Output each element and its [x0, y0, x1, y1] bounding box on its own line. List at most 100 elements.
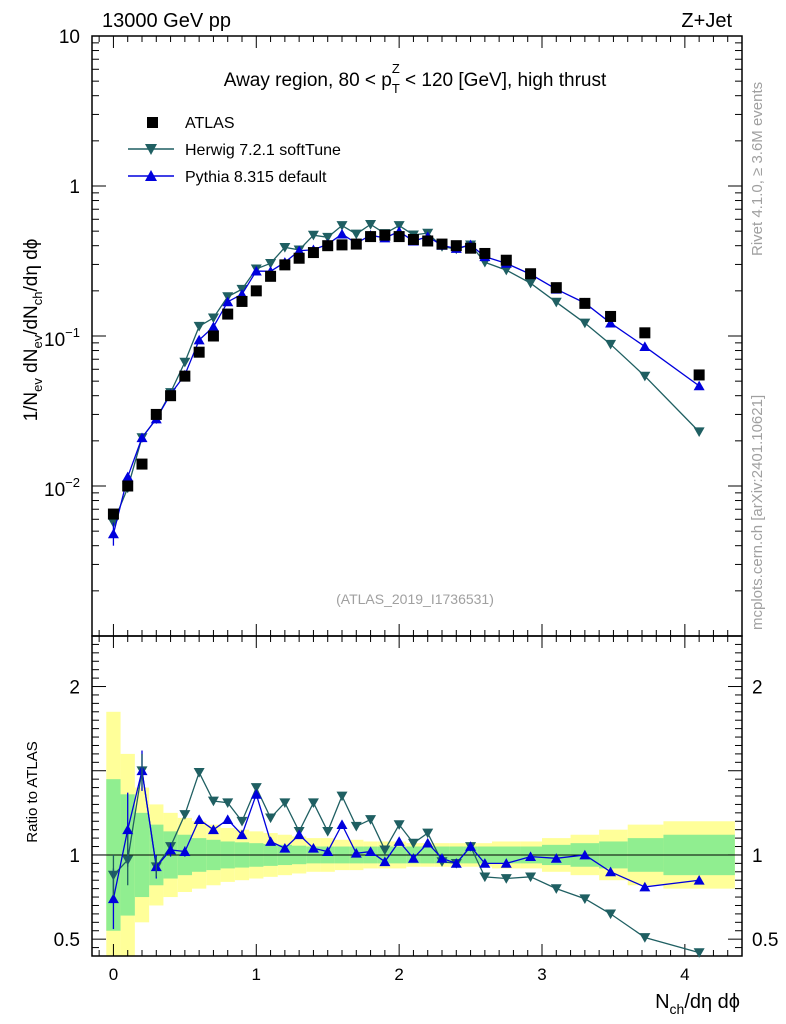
pythia-ratio-point [307, 842, 319, 853]
pythia-ratio-point [236, 829, 248, 840]
title-post: < 120 [GeV], high thrust [400, 70, 607, 91]
pythia-ratio-point [279, 842, 291, 853]
legend-marker-herwig [145, 144, 157, 155]
herwig-ratio-point [639, 933, 651, 943]
atlas-point [322, 240, 334, 252]
herwig-ratio-point [222, 798, 234, 808]
herwig-ratio-point [407, 838, 419, 849]
tick-base: 10 [44, 330, 65, 351]
pythia-ratio-point [639, 881, 651, 892]
atlas-point [422, 235, 434, 247]
x-axis-label: Nch/dη dϕ [655, 991, 740, 1017]
x-label-rest: /dη dϕ [684, 991, 740, 1013]
herwig-point [336, 221, 348, 231]
herwig-point [365, 219, 377, 230]
herwig-ratio-point [193, 768, 205, 778]
main-y-tick-label: 10−2 [44, 475, 80, 501]
pythia-ratio-point [365, 846, 377, 856]
atlas-point [136, 458, 148, 470]
atlas-point [436, 238, 448, 250]
title-sub: T [392, 81, 400, 96]
atlas-point [150, 408, 162, 420]
pythia-point [122, 471, 134, 482]
tick-base: 10 [44, 480, 65, 501]
herwig-point [693, 427, 705, 437]
atlas-point [350, 238, 362, 250]
herwig-point [179, 357, 191, 368]
ratio-frame [91, 635, 743, 957]
x-tick-label: 1 [252, 965, 261, 984]
pythia-ratio-point [393, 836, 405, 846]
pythia-ratio-point [465, 841, 477, 851]
herwig-ratio-point [207, 796, 219, 807]
pythia-ratio-point [407, 853, 419, 863]
pythia-point [207, 321, 219, 332]
herwig-ratio-point [379, 845, 391, 856]
herwig-point [350, 229, 362, 240]
x-tick-label: 4 [680, 965, 689, 984]
herwig-ratio-point [393, 820, 405, 830]
x-label-main: N [655, 991, 669, 1013]
herwig-ratio-point [550, 884, 562, 894]
pythia-point [222, 296, 234, 307]
atlas-point [579, 297, 591, 309]
mcplots-label: mcplots.cern.ch [arXiv:2401.10621] [749, 395, 766, 630]
pythia-ratio-point [222, 814, 234, 824]
process-label: Z+Jet [681, 10, 732, 32]
legend-label-herwig: Herwig 7.2.1 softTune [185, 142, 341, 159]
x-tick-label: 3 [537, 965, 546, 984]
herwig-point [550, 297, 562, 308]
legend-label-pythia: Pythia 8.315 default [185, 169, 327, 186]
x-tick-label: 2 [394, 965, 403, 984]
pythia-ratio-point [193, 814, 205, 824]
atlas-point [279, 259, 291, 271]
herwig-ratio-line [112, 770, 700, 954]
pythia-point [605, 317, 617, 328]
herwig-ratio-point [279, 798, 291, 808]
legend: ATLAS Herwig 7.2.1 softTune Pythia 8.315… [128, 115, 341, 186]
atlas-point [122, 480, 134, 492]
main-y-tick-label: 10 [59, 27, 80, 48]
pythia-ratio-point [322, 846, 334, 856]
atlas-point [307, 247, 319, 259]
pythia-ratio-point [293, 829, 305, 840]
atlas-point [265, 270, 277, 282]
pythia-point [336, 228, 348, 239]
pythia-point [193, 334, 205, 345]
herwig-point [579, 318, 591, 329]
pythia-ratio-point [250, 789, 262, 799]
atlas-point [479, 247, 491, 259]
title-sup: Z [392, 61, 400, 76]
herwig-ratio-point [179, 810, 191, 820]
x-tick-label: 0 [109, 965, 118, 984]
pythia-ratio-point [265, 836, 277, 846]
herwig-ratio-point [307, 798, 319, 808]
atlas-point [193, 346, 205, 358]
herwig-ratio-point [322, 826, 334, 837]
herwig-ratio-point [525, 872, 537, 883]
herwig-ratio-point [605, 909, 617, 920]
herwig-point [265, 258, 277, 269]
herwig-point [393, 221, 405, 231]
herwig-ratio-point [350, 821, 362, 832]
herwig-ratio-point [693, 948, 705, 958]
atlas-point [250, 285, 262, 297]
herwig-ratio-point [236, 816, 248, 827]
herwig-point [207, 313, 219, 324]
ratio-y-tick-label-right: 0.5 [752, 930, 778, 951]
atlas-point [500, 254, 512, 266]
atlas-point [165, 390, 177, 402]
chart-title: Away region, 80 < pTZ < 120 [GeV], high … [224, 61, 607, 96]
main-y-tick-label: 10−1 [44, 325, 80, 351]
ratio-y-tick-label-right: 1 [752, 846, 763, 867]
atlas-point [639, 327, 651, 339]
atlas-point [336, 239, 348, 251]
atlas-point [179, 370, 191, 382]
herwig-ratio-point [500, 874, 512, 884]
atlas-point [222, 308, 234, 320]
pythia-ratio-point [450, 858, 462, 868]
pythia-ratio-point [436, 853, 448, 863]
legend-marker-pythia [145, 170, 157, 181]
pythia-ratio-point [605, 866, 617, 877]
